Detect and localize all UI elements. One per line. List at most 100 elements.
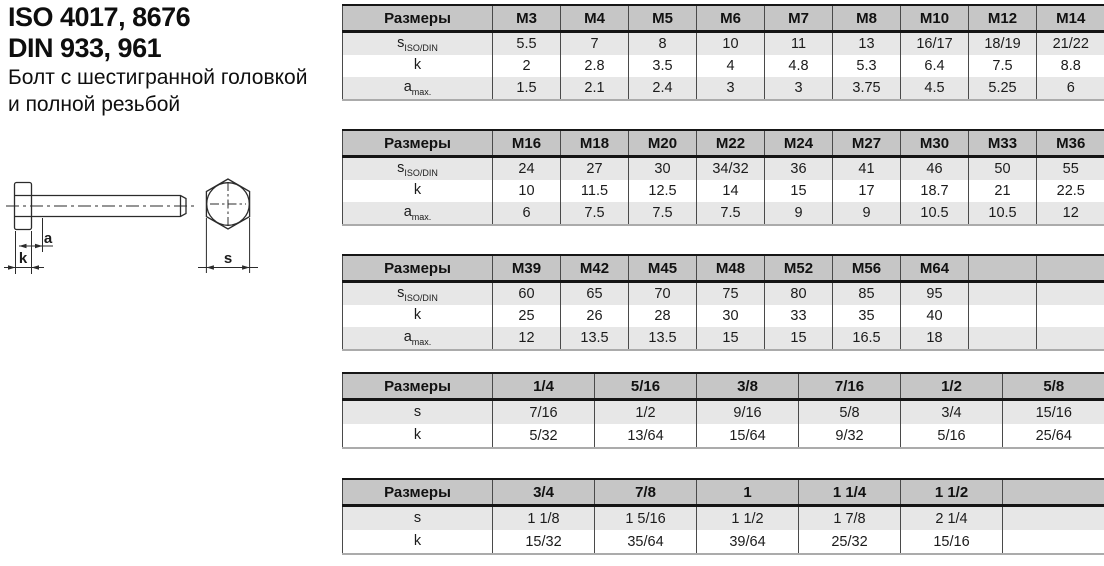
hex-head-outline	[205, 178, 251, 230]
value-cell: 3.75	[832, 77, 901, 101]
size-header-cell: M56	[832, 255, 901, 283]
row-label-cell: s	[342, 399, 493, 424]
hex-center-cross	[210, 182, 246, 227]
value-cell: 5/16	[900, 424, 1003, 449]
value-cell: 5/32	[492, 424, 595, 449]
size-header-cell: M16	[492, 130, 561, 158]
value-cell: 7.5	[560, 202, 629, 226]
row-label-cell: sISO/DIN	[342, 156, 493, 180]
row-label-text: k	[413, 57, 422, 74]
row-label-cell: amax.	[342, 202, 493, 226]
table-metric-m39-m64: Размеры M39 M42 M45 M48 M52 M56 M64 sISO/DIN 60 65…	[342, 254, 1104, 351]
size-header-cell: M64	[900, 255, 969, 283]
value-cell: 15/16	[1002, 399, 1104, 424]
table-corner-label: Размеры	[342, 5, 493, 33]
table-row: k 5/32 13/64 15/64 9/32 5/16 25/64	[342, 424, 1104, 449]
value-cell: 25	[492, 305, 561, 327]
value-cell: 5/8	[798, 399, 901, 424]
size-header-cell: M3	[492, 5, 561, 33]
value-cell: 16/17	[900, 31, 969, 55]
row-label-text: k	[413, 532, 422, 549]
size-header-cell: M12	[968, 5, 1037, 33]
title-block: ISO 4017, 8676 DIN 933, 961 Болт с шести…	[8, 2, 338, 118]
value-cell: 34/32	[696, 156, 765, 180]
dim-s-arrow-left	[206, 265, 214, 270]
value-cell: 4	[696, 55, 765, 77]
size-header-cell: 1	[696, 479, 799, 507]
row-label-text: a	[403, 329, 412, 346]
value-cell: 22.5	[1036, 180, 1104, 202]
value-cell: 10.5	[900, 202, 969, 226]
size-header-cell: 3/4	[492, 479, 595, 507]
row-label-subscript: max.	[411, 336, 432, 347]
standard-title-din: DIN 933, 961	[8, 33, 162, 63]
dim-a-arrow-left	[19, 243, 27, 249]
value-cell: 1 1/2	[696, 505, 799, 530]
value-cell: 3	[764, 77, 833, 101]
value-cell: 55	[1036, 156, 1104, 180]
size-header-cell: M42	[560, 255, 629, 283]
row-label-text: k	[413, 426, 422, 443]
size-header-cell	[1036, 255, 1104, 283]
row-label-cell: sISO/DIN	[342, 281, 493, 305]
size-header-cell	[968, 255, 1037, 283]
value-cell: 7	[560, 31, 629, 55]
value-cell: 13/64	[594, 424, 697, 449]
value-cell: 85	[832, 281, 901, 305]
dim-label-s: s	[224, 250, 232, 267]
row-label-subscript: ISO/DIN	[404, 167, 438, 178]
value-cell: 35	[832, 305, 901, 327]
value-cell: 95	[900, 281, 969, 305]
size-header-cell: 7/16	[798, 373, 901, 401]
table-header-row: Размеры M16 M18 M20 M22 M24 M27 M30 M33 M36	[342, 130, 1104, 158]
value-cell: 9	[832, 202, 901, 226]
table-imperial-quarter-to-5-8: Размеры 1/4 5/16 3/8 7/16 1/2 5/8 s 7/16 1/2 9/16 5…	[342, 372, 1104, 449]
dim-label-a: a	[44, 230, 53, 247]
table-row: s 1 1/8 1 5/16 1 1/2 1 7/8 2 1/4	[342, 505, 1104, 530]
value-cell: 3	[696, 77, 765, 101]
row-label-text: s	[397, 285, 405, 302]
size-header-cell: M22	[696, 130, 765, 158]
value-cell: 1/2	[594, 399, 697, 424]
size-header-cell: M6	[696, 5, 765, 33]
size-header-cell: M45	[628, 255, 697, 283]
table-row: k 2 2.8 3.5 4 4.8 5.3 6.4 7.5 8.8	[342, 55, 1104, 77]
row-label-cell: amax.	[342, 327, 493, 351]
size-header-cell: 1/2	[900, 373, 1003, 401]
table-metric-m16-m36: Размеры M16 M18 M20 M22 M24 M27 M30 M33 M36 sISO/D…	[342, 129, 1104, 226]
value-cell: 2.8	[560, 55, 629, 77]
dim-a-arrow-right	[35, 243, 43, 249]
table-row: amax. 6 7.5 7.5 7.5 9 9 10.5 10.5 12	[342, 202, 1104, 226]
row-label-text: s	[413, 403, 422, 420]
table-header-row: Размеры 3/4 7/8 1 1 1/4 1 1/2	[342, 479, 1104, 507]
value-cell: 1 5/16	[594, 505, 697, 530]
value-cell: 15/32	[492, 530, 595, 555]
table-row: k 25 26 28 30 33 35 40	[342, 305, 1104, 327]
value-cell: 9/16	[696, 399, 799, 424]
row-label-text: a	[403, 79, 412, 96]
row-label-cell: k	[342, 424, 493, 449]
table-row: amax. 1.5 2.1 2.4 3 3 3.75 4.5 5.25 6	[342, 77, 1104, 101]
value-cell	[1036, 281, 1104, 305]
value-cell: 75	[696, 281, 765, 305]
size-header-cell: 5/8	[1002, 373, 1104, 401]
value-cell: 27	[560, 156, 629, 180]
size-header-cell: 5/16	[594, 373, 697, 401]
value-cell: 6	[1036, 77, 1104, 101]
dim-s-extension-lines	[205, 218, 251, 273]
value-cell	[1036, 305, 1104, 327]
value-cell: 8.8	[1036, 55, 1104, 77]
value-cell: 13	[832, 31, 901, 55]
value-cell	[968, 327, 1037, 351]
value-cell: 18/19	[968, 31, 1037, 55]
value-cell: 41	[832, 156, 901, 180]
row-label-text: s	[397, 160, 405, 177]
dim-s-arrow-right	[242, 265, 250, 270]
value-cell	[1002, 530, 1104, 555]
table-header-row: Размеры M39 M42 M45 M48 M52 M56 M64	[342, 255, 1104, 283]
value-cell: 3/4	[900, 399, 1003, 424]
size-header-cell: 7/8	[594, 479, 697, 507]
value-cell: 6	[492, 202, 561, 226]
row-label-cell: k	[342, 180, 493, 202]
size-header-cell: M33	[968, 130, 1037, 158]
